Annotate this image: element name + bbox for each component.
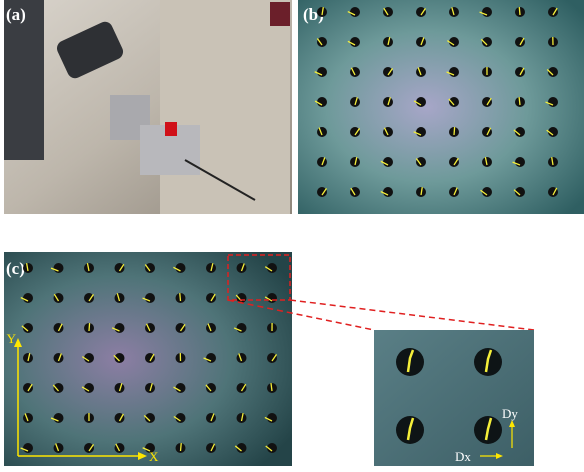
marker-dot xyxy=(54,443,64,453)
marker-dot xyxy=(416,37,426,47)
marker-dot xyxy=(350,97,360,107)
displacement-arrow xyxy=(454,127,455,135)
marker-dot xyxy=(548,97,558,107)
marker-dot xyxy=(350,37,360,47)
marker-dot xyxy=(54,353,64,363)
marker-dot xyxy=(206,383,216,393)
marker-dot xyxy=(145,263,155,273)
marker-dot xyxy=(317,127,327,137)
displacement-arrow xyxy=(519,7,520,15)
marker-dot xyxy=(115,383,125,393)
marker-dot xyxy=(23,443,33,453)
marker-dot xyxy=(84,293,94,303)
marker-dot xyxy=(84,443,94,453)
marker-dot xyxy=(317,37,327,47)
marker-dot xyxy=(350,7,360,17)
marker-dot xyxy=(206,353,216,363)
marker-dot xyxy=(416,157,426,167)
marker-dot xyxy=(383,187,393,197)
marker-dot xyxy=(416,127,426,137)
displacement-arrow xyxy=(89,323,90,331)
photo xyxy=(298,0,584,214)
marker-dot xyxy=(317,67,327,77)
marker-dot xyxy=(350,127,360,137)
marker-dot xyxy=(54,263,64,273)
marker-dot xyxy=(237,323,247,333)
dx-label: Dx xyxy=(455,449,471,464)
figure: (a) (b) (c) Y X Dy Dx xyxy=(0,0,584,472)
marker-dot xyxy=(416,7,426,17)
logo xyxy=(270,2,290,26)
marker-dot xyxy=(206,323,216,333)
marker-dot xyxy=(54,383,64,393)
panel-c: (c) xyxy=(4,252,292,466)
panel-b: (b) xyxy=(298,0,584,214)
marker-dot xyxy=(449,67,459,77)
marker-dot xyxy=(449,97,459,107)
panel-label: (a) xyxy=(6,5,26,24)
marker-dot xyxy=(350,157,360,167)
marker-dot xyxy=(383,97,393,107)
marker-dot xyxy=(383,157,393,167)
displacement-arrow xyxy=(180,293,181,301)
panel-a: (a) xyxy=(4,0,292,214)
marker-dot xyxy=(23,293,33,303)
zoom-line xyxy=(290,300,534,330)
panel-label: (c) xyxy=(6,259,25,278)
marker-dot xyxy=(416,67,426,77)
marker-dot xyxy=(23,353,33,363)
marker-dot xyxy=(449,7,459,17)
marker-dot xyxy=(317,187,327,197)
marker-dot xyxy=(267,413,277,423)
marker-dot xyxy=(237,353,247,363)
displacement-arrow xyxy=(181,443,182,451)
robot-arm xyxy=(4,0,44,160)
marker-dot xyxy=(317,157,327,167)
marker-dot xyxy=(145,383,155,393)
marker-dot xyxy=(383,37,393,47)
inset-photo xyxy=(374,330,534,466)
marker-dot xyxy=(115,323,125,333)
x-axis-label: X xyxy=(149,449,159,464)
marker-dot xyxy=(206,413,216,423)
marker-dot xyxy=(23,413,33,423)
red-cap xyxy=(165,122,177,136)
marker-dot xyxy=(54,413,64,423)
dy-label: Dy xyxy=(502,406,518,421)
marker-dot xyxy=(237,263,247,273)
displacement-arrow xyxy=(519,97,520,105)
marker-dot xyxy=(482,7,492,17)
marker-dot xyxy=(267,293,277,303)
marker-dot xyxy=(176,323,186,333)
marker-dot xyxy=(383,67,393,77)
marker-dot xyxy=(145,293,155,303)
marker-dot xyxy=(115,293,125,303)
y-axis-label: Y xyxy=(7,331,17,346)
marker-dot xyxy=(267,353,277,363)
marker-dot xyxy=(84,383,94,393)
marker-dot xyxy=(176,263,186,273)
marker-dot xyxy=(176,383,186,393)
inset: Dy Dx xyxy=(374,330,534,466)
marker-dot xyxy=(206,263,216,273)
marker-dot xyxy=(317,97,327,107)
marker-dot xyxy=(416,97,426,107)
marker-dot xyxy=(515,157,525,167)
